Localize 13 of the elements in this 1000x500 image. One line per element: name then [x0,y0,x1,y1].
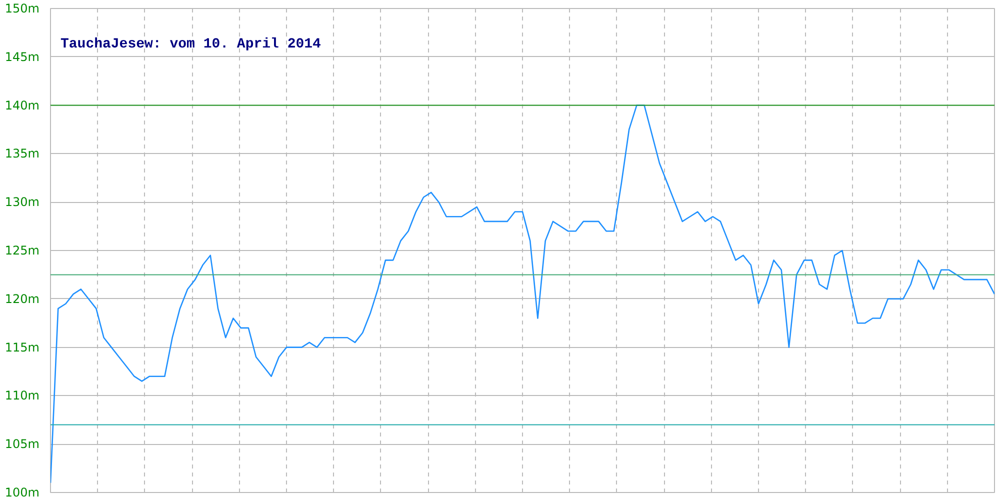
line-series [50,104,994,484]
y-tick-label: 105m [4,437,40,452]
y-tick-label: 150m [4,2,40,16]
y-tick-label: 120m [4,292,40,306]
y-tick-label: 145m [4,50,40,64]
y-tick-label: 110m [4,388,40,403]
y-tick-label: 115m [4,340,40,354]
y-tick-label: 100m [4,486,40,500]
text: TauchaJesew: vom 10. April 2014 [60,36,321,52]
y-tick-label: 140m [4,98,40,112]
y-tick-label: 135m [4,146,40,161]
y-tick-label: 130m [4,195,40,210]
y-tick-label: 125m [4,244,40,258]
